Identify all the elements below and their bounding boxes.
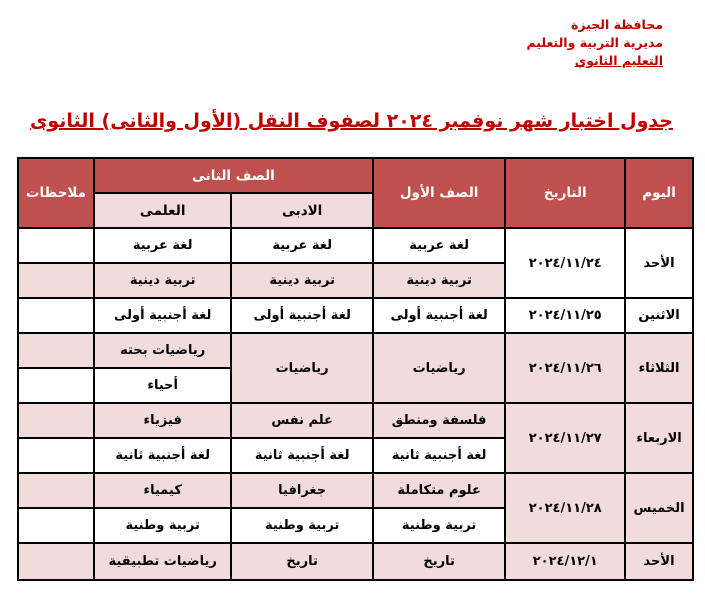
subject-cell: لغة أجنبية ثانية: [230, 437, 374, 474]
subject-cell: كيمياء: [92, 472, 233, 509]
department: التعليم الثانوي: [574, 53, 663, 68]
organization-header: محافظة الجيزة مديرية التربية والتعليم ال…: [526, 16, 663, 70]
header-science: العلمى: [92, 192, 233, 229]
notes-cell: [17, 227, 95, 264]
subject-cell: تاريخ: [371, 542, 507, 581]
day-cell: الأحد: [624, 542, 694, 581]
header-second-grade: الصف الثانى: [92, 157, 374, 194]
notes-cell: [17, 332, 95, 369]
subject-cell: فلسفة ومنطق: [371, 402, 507, 439]
day-cell: الثلاثاء: [624, 332, 694, 404]
subject-cell: تربية دينية: [92, 262, 233, 299]
header-first-grade: الصف الأول: [371, 157, 507, 229]
subject-cell: فيزياء: [92, 402, 233, 439]
subject-cell: رياضيات: [230, 332, 374, 404]
subject-cell: لغة عربية: [92, 227, 233, 264]
subject-cell: تربية دينية: [230, 262, 374, 299]
day-cell: الخميس: [624, 472, 694, 544]
subject-cell: لغة عربية: [371, 227, 507, 264]
notes-cell: [17, 367, 95, 404]
date-cell: ٢٠٢٤/١١/٢٤: [504, 227, 627, 299]
notes-cell: [17, 297, 95, 334]
date-cell: ٢٠٢٤/١١/٢٦: [504, 332, 627, 404]
notes-cell: [17, 437, 95, 474]
notes-cell: [17, 402, 95, 439]
header-day: اليوم: [624, 157, 694, 229]
notes-cell: [17, 542, 95, 581]
notes-cell: [17, 507, 95, 544]
header-date: التاريخ: [504, 157, 627, 229]
subject-cell: علوم متكاملة: [371, 472, 507, 509]
subject-cell: لغة أجنبية أولى: [371, 297, 507, 334]
date-cell: ٢٠٢٤/١١/٢٥: [504, 297, 627, 334]
notes-cell: [17, 262, 95, 299]
subject-cell: رياضيات: [371, 332, 507, 404]
subject-cell: لغة أجنبية أولى: [92, 297, 233, 334]
day-cell: الأحد: [624, 227, 694, 299]
day-cell: الاثنين: [624, 297, 694, 334]
subject-cell: رياضيات بحته: [92, 332, 233, 369]
exam-schedule-table: اليوم التاريخ الصف الأول الصف الثانى ملا…: [17, 157, 694, 581]
subject-cell: تاريخ: [230, 542, 374, 581]
governorate: محافظة الجيزة: [571, 17, 663, 32]
subject-cell: جغرافيا: [230, 472, 374, 509]
page-title: جدول اختبار شهر نوفمبر ٢٠٢٤ لصفوف النقل …: [29, 110, 674, 132]
date-cell: ٢٠٢٤/١١/٢٧: [504, 402, 627, 474]
subject-cell: لغة عربية: [230, 227, 374, 264]
subject-cell: علم نفس: [230, 402, 374, 439]
directorate: مديرية التربية والتعليم: [526, 35, 663, 50]
date-cell: ٢٠٢٤/١١/٢٨: [504, 472, 627, 544]
subject-cell: تربية وطنية: [92, 507, 233, 544]
subject-cell: لغة أجنبية ثانية: [371, 437, 507, 474]
day-cell: الاربعاء: [624, 402, 694, 474]
subject-cell: أحياء: [92, 367, 233, 404]
subject-cell: لغة أجنبية ثانية: [92, 437, 233, 474]
notes-cell: [17, 472, 95, 509]
subject-cell: رياضيات تطبيقية: [92, 542, 233, 581]
subject-cell: تربية دينية: [371, 262, 507, 299]
subject-cell: تربية وطنية: [230, 507, 374, 544]
subject-cell: تربية وطنية: [371, 507, 507, 544]
subject-cell: لغة أجنبية أولى: [230, 297, 374, 334]
header-literary: الادبى: [230, 192, 374, 229]
date-cell: ٢٠٢٤/١٢/١: [504, 542, 627, 581]
header-notes: ملاحظات: [17, 157, 95, 229]
